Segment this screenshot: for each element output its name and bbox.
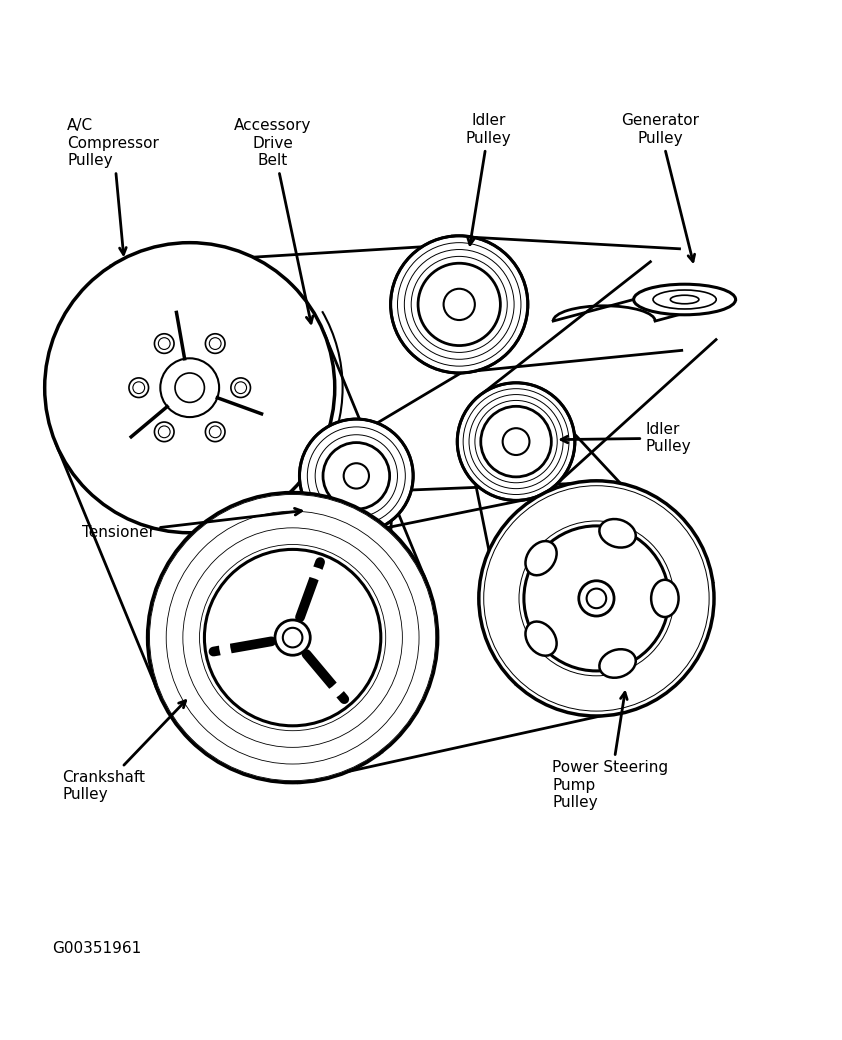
Circle shape bbox=[344, 463, 369, 489]
Circle shape bbox=[391, 236, 528, 373]
Circle shape bbox=[158, 426, 170, 438]
Circle shape bbox=[205, 422, 225, 442]
Ellipse shape bbox=[600, 519, 636, 548]
Text: A/C
Compressor
Pulley: A/C Compressor Pulley bbox=[67, 119, 159, 255]
Circle shape bbox=[210, 426, 221, 438]
Text: Generator
Pulley: Generator Pulley bbox=[621, 113, 699, 261]
Ellipse shape bbox=[525, 622, 557, 655]
Circle shape bbox=[175, 373, 205, 402]
Ellipse shape bbox=[651, 579, 679, 617]
Text: G00351961: G00351961 bbox=[52, 941, 141, 957]
Text: Idler
Pulley: Idler Pulley bbox=[561, 422, 691, 454]
Circle shape bbox=[154, 422, 174, 442]
Circle shape bbox=[67, 265, 312, 511]
Circle shape bbox=[231, 378, 250, 397]
Circle shape bbox=[74, 272, 306, 503]
Circle shape bbox=[154, 334, 174, 354]
Circle shape bbox=[578, 580, 614, 616]
Circle shape bbox=[133, 382, 145, 393]
Ellipse shape bbox=[600, 649, 636, 678]
Text: Idler
Pulley: Idler Pulley bbox=[466, 113, 511, 244]
Circle shape bbox=[205, 549, 381, 726]
Circle shape bbox=[52, 250, 328, 525]
Circle shape bbox=[587, 589, 606, 608]
Text: Accessory
Drive
Belt: Accessory Drive Belt bbox=[234, 119, 313, 323]
Ellipse shape bbox=[634, 284, 736, 315]
Circle shape bbox=[300, 419, 413, 532]
Text: Tensioner: Tensioner bbox=[82, 509, 301, 540]
Circle shape bbox=[160, 359, 219, 417]
Ellipse shape bbox=[525, 541, 557, 575]
Circle shape bbox=[479, 480, 714, 716]
Circle shape bbox=[96, 294, 283, 482]
Circle shape bbox=[235, 382, 247, 393]
Circle shape bbox=[205, 334, 225, 354]
Circle shape bbox=[210, 338, 221, 349]
Circle shape bbox=[444, 289, 475, 320]
Circle shape bbox=[457, 383, 575, 500]
Ellipse shape bbox=[670, 295, 699, 304]
Circle shape bbox=[158, 338, 170, 349]
Circle shape bbox=[45, 242, 335, 532]
Text: Power Steering
Pump
Pulley: Power Steering Pump Pulley bbox=[552, 693, 669, 810]
Circle shape bbox=[82, 280, 298, 496]
Circle shape bbox=[275, 620, 310, 655]
Text: Crankshaft
Pulley: Crankshaft Pulley bbox=[62, 701, 185, 802]
Circle shape bbox=[60, 257, 320, 518]
Circle shape bbox=[147, 493, 438, 783]
Circle shape bbox=[88, 287, 290, 489]
Circle shape bbox=[503, 428, 530, 456]
Circle shape bbox=[129, 378, 148, 397]
Circle shape bbox=[283, 628, 302, 647]
